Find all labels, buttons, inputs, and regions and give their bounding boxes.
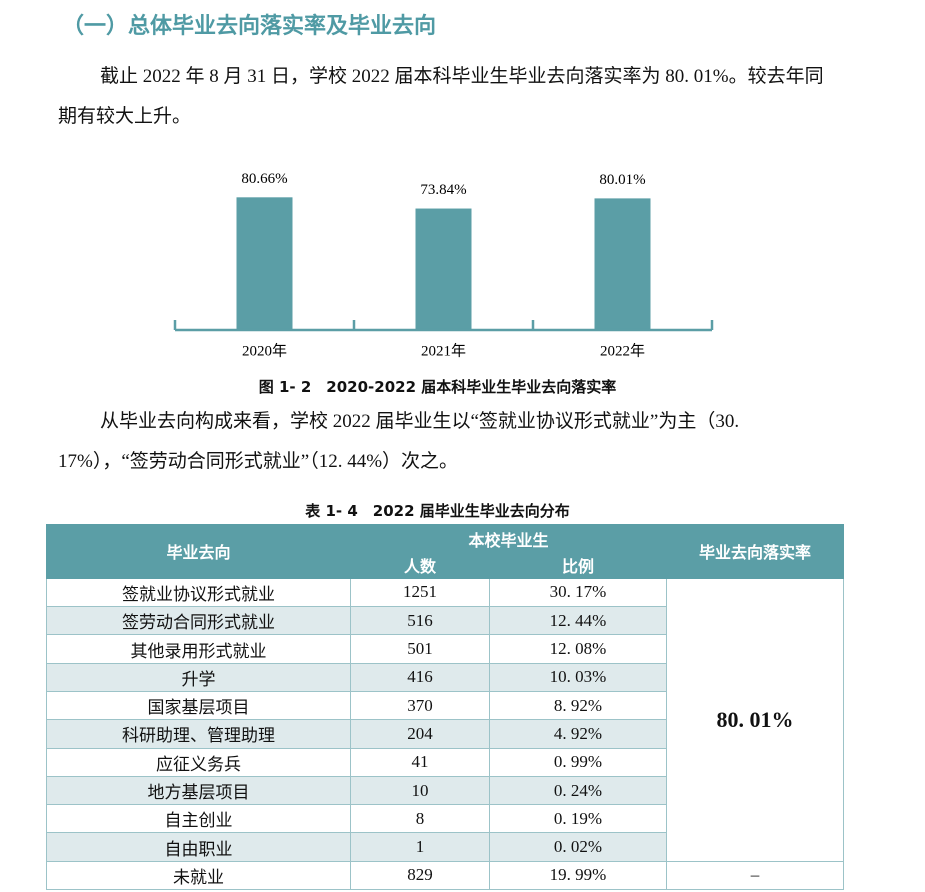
figure-caption: 图 1- 2 2020-2022 届本科毕业生毕业去向落实率 [258,378,617,396]
bar [415,208,472,330]
table-row: 升学 416 10. 03% [46,662,844,692]
table-cell: 12. 08% [489,634,667,664]
table-row: 地方基层项目 10 0. 24% [46,775,844,806]
table-cell: 0. 02% [489,832,667,862]
table-row: 自主创业 8 0. 19% [46,804,844,834]
bar [236,197,293,330]
bar [594,198,651,330]
heading: （一）总体毕业去向落实率及毕业去向 [62,14,437,39]
table-row: 签就业协议形式就业 1251 30. 17% 80. 01% [46,577,844,862]
table-cell: 自由职业 [46,832,351,862]
table-cell: 516 [350,606,490,636]
table-cell: 未就业 [46,860,351,891]
table-cell: 0. 24% [489,775,667,806]
table-cell: 1251 [350,577,490,608]
table-cell: 41 [350,747,490,777]
header-cell: 毕业去向 [46,524,351,579]
table-cell: 4. 92% [489,719,667,749]
table-cell: 30. 17% [489,577,667,608]
data-label: 80.01% [599,172,645,188]
x-tick-label: 2020年 [242,342,287,359]
table-cell: 国家基层项目 [46,690,351,721]
table-row: 应征义务兵 41 0. 99% [46,747,844,777]
table-cell: 8. 92% [489,690,667,721]
table-cell: 204 [350,719,490,749]
table-cell: 其他录用形式就业 [46,634,351,664]
table-cell: 370 [350,690,490,721]
table-cell: 12. 44% [489,606,667,636]
table-cell: 签就业协议形式就业 [46,577,351,608]
table-cell: 1 [350,832,490,862]
x-tick-label: 2022年 [600,342,645,359]
table-row: 其他录用形式就业 501 12. 08% [46,634,844,664]
table-cell: 0. 19% [489,804,667,834]
table-cell: 19. 99% [489,860,667,891]
table-title: 表 1- 4 2022 届毕业生毕业去向分布 [305,502,570,520]
table-row: 国家基层项目 370 8. 92% [46,690,844,721]
table-row: 自由职业 1 0. 02% [46,832,844,862]
table-cell: 8 [350,804,490,834]
table-body: 签就业协议形式就业 1251 30. 17% 80. 01% 签劳动合同形式就业 516 1… [46,577,844,891]
table: 毕业去向 本校毕业生 毕业去向落实率 人数 比例 签就业协议形式就业 1251 30… [46,524,844,891]
paragraph: 从毕业去向构成来看，学校 2022 届毕业生以“签就业协议形式就业”为主（30.… [58,411,740,472]
table-cell: 应征义务兵 [46,747,351,777]
table-cell: – [666,860,844,891]
table-cell: 0. 99% [489,747,667,777]
table-row: 签劳动合同形式就业 516 12. 44% [46,606,844,636]
table-cell: 416 [350,662,490,692]
header-cell: 人数 [350,552,490,579]
chart: 80.66% 2020年 73.84% 2021年 80.01% 2022年 [173,171,714,359]
table-cell: 10. 03% [489,662,667,692]
table-cell: 科研助理、管理助理 [46,719,351,749]
table-row: 科研助理、管理助理 204 4. 92% [46,719,844,749]
header-cell: 本校毕业生 [350,524,667,553]
data-label: 73.84% [420,182,466,198]
x-tick-label: 2021年 [421,342,466,359]
table-cell: 501 [350,634,490,664]
data-label: 80.66% [241,171,287,187]
table-cell: 地方基层项目 [46,775,351,806]
table-cell: 签劳动合同形式就业 [46,606,351,636]
table-cell: 自主创业 [46,804,351,834]
table-row: 未就业 829 19. 99% – [46,860,844,891]
table-cell: 829 [350,860,490,891]
paragraph: 截止 2022 年 8 月 31 日，学校 2022 届本科毕业生毕业去向落实率… [58,66,824,127]
table-cell: 80. 01% [666,577,844,862]
header-cell: 毕业去向落实率 [666,524,844,579]
table-cell: 升学 [46,662,351,692]
header-cell: 比例 [489,552,667,579]
table-cell: 10 [350,775,490,806]
